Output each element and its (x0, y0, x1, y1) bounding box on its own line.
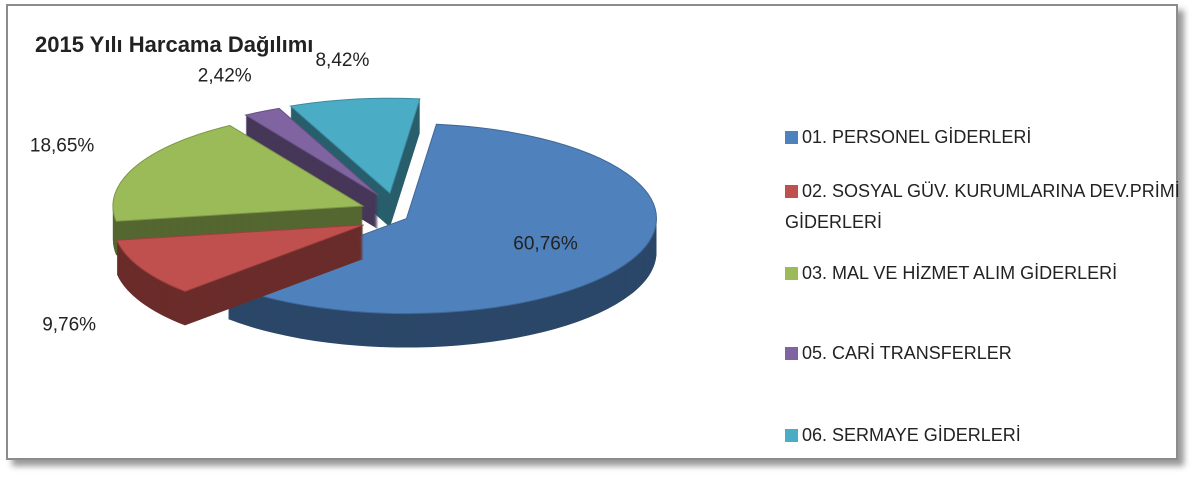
legend-entry: 01. PERSONEL GİDERLERİ (785, 122, 1180, 153)
legend-label: 01. PERSONEL GİDERLERİ (802, 127, 1032, 147)
slice (112, 124, 365, 222)
legend-swatch (785, 131, 798, 144)
legend-swatch (785, 267, 798, 280)
legend-entry: 02. SOSYAL GÜV. KURUMLARINA DEV.PRİMİ Gİ… (785, 176, 1180, 238)
legend-entry: 06. SERMAYE GİDERLERİ (785, 420, 1180, 451)
data-label: 60,76% (513, 234, 578, 255)
legend-swatch (785, 429, 798, 442)
legend-label: 06. SERMAYE GİDERLERİ (802, 425, 1021, 445)
data-label: 2,42% (198, 66, 252, 87)
data-label: 8,42% (315, 50, 369, 71)
legend-label: 05. CARİ TRANSFERLER (802, 343, 1012, 363)
legend-swatch (785, 185, 798, 198)
legend-label: 02. SOSYAL GÜV. KURUMLARINA DEV.PRİMİ Gİ… (785, 181, 1180, 232)
slice (116, 224, 364, 326)
slice (244, 107, 379, 196)
slice (116, 224, 364, 292)
legend-label: 03. MAL VE HİZMET ALIM GİDERLERİ (802, 263, 1118, 283)
slice (112, 124, 365, 256)
legend-entry: 03. MAL VE HİZMET ALIM GİDERLERİ (785, 258, 1180, 289)
chart-title: 2015 Yılı Harcama Dağılımı (35, 32, 313, 57)
legend-entry: 05. CARİ TRANSFERLER (785, 338, 1180, 369)
data-label: 9,76% (42, 315, 96, 336)
slice (289, 97, 421, 195)
legend-swatch (785, 347, 798, 360)
data-label: 18,65% (30, 135, 95, 156)
